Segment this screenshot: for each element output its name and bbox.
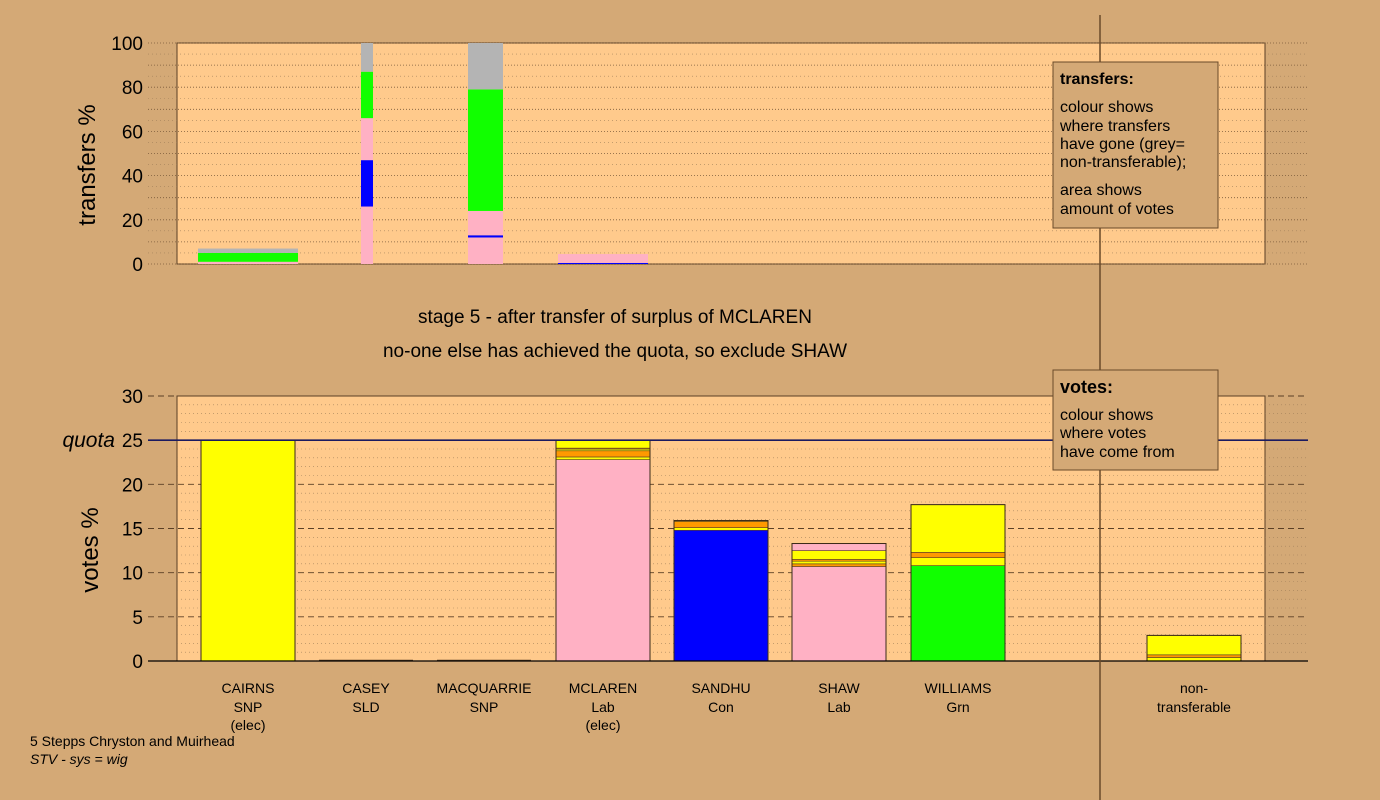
transfers-legend-title: transfers: xyxy=(1060,71,1134,88)
transfer-segment xyxy=(361,71,373,119)
transfers-tick-label: 100 xyxy=(111,34,143,55)
candidate-party: SNP xyxy=(470,699,499,715)
votes-tick-label: 10 xyxy=(122,564,143,585)
votes-tick-label: 25 xyxy=(122,431,143,452)
exclusion-caption: no-one else has achieved the quota, so e… xyxy=(383,341,847,362)
transfer-segment xyxy=(558,262,648,264)
transfer-segment xyxy=(198,252,298,262)
transfer-segment xyxy=(198,261,298,264)
quota-label: quota xyxy=(62,429,115,452)
vote-segment xyxy=(910,552,1006,558)
candidate-name: MACQUARRIE xyxy=(437,680,532,696)
votes-tick-label: 15 xyxy=(122,520,143,541)
votes-legend-line: where votes xyxy=(1059,425,1146,442)
votes-axis: 0 5 10 15 20 25 30 quota xyxy=(62,387,1308,673)
votes-axis-label: votes % xyxy=(77,507,104,592)
transfers-tick-label: 80 xyxy=(122,78,143,99)
candidate-name: MCLAREN xyxy=(569,680,637,696)
candidate-status: (elec) xyxy=(585,717,620,733)
nontransferable-segment xyxy=(1146,635,1242,656)
vote-segment xyxy=(555,459,651,662)
transfer-segment xyxy=(468,43,503,90)
transfers-tick-label: 0 xyxy=(132,255,143,276)
candidate-name: SHAW xyxy=(818,680,860,696)
transfer-segment xyxy=(361,206,373,264)
transfers-axis-label: transfers % xyxy=(74,104,101,225)
vote-segment xyxy=(791,563,887,567)
transfers-legend-line: colour shows xyxy=(1060,99,1153,116)
transfers-legend-line: amount of votes xyxy=(1060,201,1174,218)
nontransferable-segment xyxy=(1146,654,1242,658)
transfers-legend: transfers: colour shows where transfers … xyxy=(1052,61,1219,229)
vote-segment xyxy=(555,456,651,460)
vote-segment xyxy=(673,527,769,531)
transfer-segment xyxy=(468,89,503,211)
candidate-name: CASEY xyxy=(342,680,390,696)
transfers-legend-line: where transfers xyxy=(1059,118,1170,135)
candidate-party: Con xyxy=(708,699,734,715)
transfers-tick-label: 60 xyxy=(122,122,143,143)
transfer-segment xyxy=(468,235,503,238)
candidate-labels: CAIRNS SNP (elec) CASEY SLD MACQUARRIE SNP MCLA… xyxy=(222,680,1232,733)
vote-segment xyxy=(791,560,887,565)
transfers-legend-line: area shows xyxy=(1060,182,1142,199)
transfer-segment xyxy=(558,254,648,263)
votes-tick-label: 0 xyxy=(132,652,143,673)
vote-segment xyxy=(910,504,1006,553)
candidate-name: WILLIAMS xyxy=(925,680,992,696)
transfer-segment xyxy=(361,118,373,161)
transfer-segment xyxy=(361,160,373,207)
transfers-legend-line: non-transferable); xyxy=(1060,154,1186,171)
vote-segment xyxy=(673,529,769,662)
vote-segment xyxy=(791,543,887,551)
stage-caption: stage 5 - after transfer of surplus of M… xyxy=(418,307,812,328)
transfers-tick-label: 40 xyxy=(122,167,143,188)
nontransferable-label: transferable xyxy=(1157,699,1231,715)
candidate-name: SANDHU xyxy=(691,680,750,696)
candidate-status: (elec) xyxy=(230,717,265,733)
system-note: STV - sys = wig xyxy=(30,751,128,767)
vote-segment xyxy=(910,565,1006,662)
votes-legend-line: have come from xyxy=(1060,444,1175,461)
candidate-party: SLD xyxy=(352,699,379,715)
candidate-name: CAIRNS xyxy=(222,680,275,696)
transfer-segment xyxy=(361,43,373,72)
transfer-segment xyxy=(468,237,503,264)
candidate-party: Lab xyxy=(827,699,851,715)
transfers-plot xyxy=(198,43,648,264)
votes-tick-label: 20 xyxy=(122,475,143,496)
candidate-party: SNP xyxy=(234,699,263,715)
vote-segment xyxy=(910,557,1006,566)
vote-segment xyxy=(673,521,769,528)
votes-legend-title: votes: xyxy=(1060,377,1113,397)
transfers-legend-line: have gone (grey= xyxy=(1060,136,1185,153)
votes-legend-line: colour shows xyxy=(1060,407,1153,424)
transfers-tick-label: 20 xyxy=(122,211,143,232)
votes-legend: votes: colour shows where votes have com… xyxy=(1052,369,1219,471)
transfer-segment xyxy=(198,248,298,253)
vote-segment xyxy=(791,566,887,662)
transfer-segment xyxy=(468,210,503,236)
candidate-party: Grn xyxy=(946,699,969,715)
nontransferable-label: non- xyxy=(1180,680,1208,696)
votes-tick-label: 5 xyxy=(132,608,143,629)
vote-segment xyxy=(791,550,887,560)
ward-name: 5 Stepps Chryston and Muirhead xyxy=(30,733,235,749)
votes-tick-label: 30 xyxy=(122,387,143,408)
vote-segment xyxy=(555,450,651,458)
candidate-party: Lab xyxy=(591,699,615,715)
vote-segment xyxy=(200,439,296,662)
vote-segment xyxy=(555,439,651,449)
transfers-axis: 0 20 40 60 80 100 xyxy=(111,34,143,276)
